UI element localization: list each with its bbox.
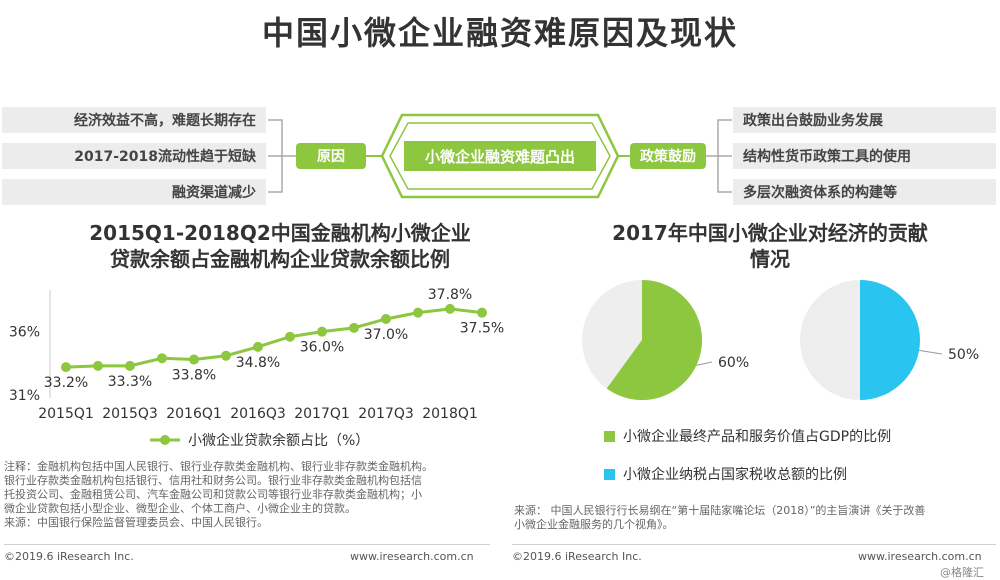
copyright-right: ©2019.6 iResearch Inc. [512,550,642,563]
legend-tax: 小微企业纳税占国家税收总额的比例 [604,464,847,484]
x-tick-label: 2015Q1 [38,406,94,422]
data-point [477,307,487,318]
copyright-left: ©2019.6 iResearch Inc. [4,550,134,563]
data-point [189,354,199,365]
data-point [317,326,327,337]
x-tick-label: 2015Q3 [102,406,158,422]
data-point [221,350,231,361]
pie-leader-line [919,349,943,355]
pie-leader-line [696,361,713,366]
diagram-connectors [268,113,732,199]
cause-item-1: 经济效益不高，难题长期存在 [2,107,266,133]
url-right: www.iresearch.com.cn [858,550,982,563]
notes-right: 来源： 中国人民银行行长易纲在“第十届陆家嘴论坛（2018）”的主旨演讲《关于改… [514,504,998,532]
data-point [413,307,423,318]
x-tick-label: 2016Q3 [230,406,286,422]
data-label: 34.8% [236,355,280,371]
x-tick-label: 2018Q1 [422,406,478,422]
legend-tax-label: 小微企业纳税占国家税收总额的比例 [623,467,847,483]
policy-item-1: 政策出台鼓励业务发展 [733,107,996,133]
data-label: 33.3% [108,374,152,390]
page-title: 中国小微企业融资难原因及现状 [261,14,738,52]
note-line: 小微企业金融服务的几个视角》。 [514,518,674,531]
data-point [253,341,263,352]
pie-slice [860,280,920,400]
url-left: www.iresearch.com.cn [350,550,474,563]
data-point [445,303,455,314]
y-tick-label: 31% [9,388,40,404]
data-point [349,322,359,333]
legend-swatch-cyan [604,468,615,480]
data-label: 36.0% [300,340,344,356]
x-tick-label: 2016Q1 [166,406,222,422]
note-line: 银行业存款类金融机构包括银行、信用社和财务公司。银行业非存款类金融机构包括信 [4,474,422,487]
data-label: 33.2% [44,375,88,391]
note-line: 注释：金融机构包括中国人民银行、银行业存款类金融机构、银行业非存款类金融机构。 [4,460,433,473]
line-chart-title-1: 2015Q1-2018Q2中国金融机构小微企业 [89,221,471,245]
note-line: 微企业贷款包括小型企业、微型企业、个体工商户、小微企业主的贷款。 [4,502,356,515]
y-tick-label: 36% [9,325,40,341]
legend-series-label: 小微企业贷款余额占比（%） [188,432,369,449]
legend-gdp-label: 小微企业最终产品和服务价值占GDP的比例 [623,429,892,445]
data-label: 37.0% [364,327,408,343]
x-tick-label: 2017Q1 [294,406,350,422]
note-line: 托投资公司、金融租赁公司、汽车金融公司和贷款公司等银行业非存款类金融机构；小 [4,488,422,501]
data-point [93,360,103,371]
data-label: 37.8% [428,287,472,303]
pie-value-label: 50% [948,347,979,363]
footer-divider-left [4,544,490,545]
legend-swatch-green [604,430,615,442]
pie-slice [606,280,702,400]
line-chart: 31% 36% 33.2% 33.3% 33.8% 34.8% 36.0% 37.0% 37.8… [9,287,504,449]
center-topic: 小微企业融资难题凸出 [424,147,575,166]
footer-divider-right [512,544,996,545]
data-point [125,360,135,371]
cause-label: 原因 [296,143,366,169]
legend-marker [160,435,170,445]
pie-chart-title-1: 2017年中国小微企业对经济的贡献 [612,221,928,245]
data-point [381,314,391,324]
data-point [157,353,167,364]
line-chart-title-2: 贷款余额占金融机构企业贷款余额比例 [110,247,450,271]
policy-item-3: 多层次融资体系的构建等 [733,179,996,205]
data-label: 37.5% [460,321,504,337]
notes-left: 注释：金融机构包括中国人民银行、银行业存款类金融机构、银行业非存款类金融机构。 … [4,460,504,530]
pie-chart-title-2: 情况 [750,247,790,271]
pie-chart-gdp: 60% [582,280,749,400]
cause-item-2: 2017-2018流动性趋于短缺 [2,143,266,169]
watermark: @格隆汇 [940,566,984,579]
cause-item-3: 融资渠道减少 [2,179,266,205]
note-line: 来源：中国银行保险监督管理委员会、中国人民银行。 [4,516,268,529]
data-point [285,331,295,342]
data-label: 33.8% [172,368,216,384]
pie-value-label: 60% [718,355,749,371]
series-line [65,307,483,369]
policy-label: 政策鼓励 [630,143,706,169]
legend-gdp: 小微企业最终产品和服务价值占GDP的比例 [604,426,891,446]
note-line: 来源： 中国人民银行行长易纲在“第十届陆家嘴论坛（2018）”的主旨演讲《关于改… [514,504,926,517]
x-tick-label: 2017Q3 [358,406,414,422]
data-point [61,362,71,373]
policy-item-2: 结构性货币政策工具的使用 [733,143,996,169]
pie-chart-tax: 50% [800,280,979,400]
